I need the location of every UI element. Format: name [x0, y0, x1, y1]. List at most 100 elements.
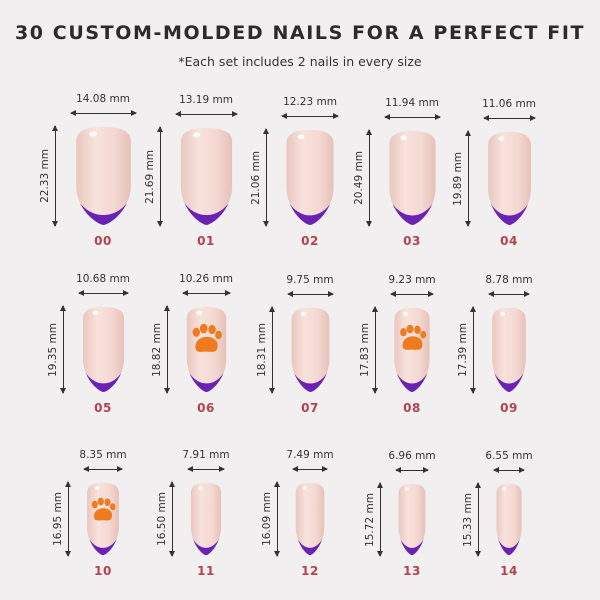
- width-dimension-arrow: [482, 115, 536, 129]
- width-dimension-arrow: [83, 466, 123, 480]
- width-dimension-arrow: [69, 110, 137, 124]
- width-measurement: 8.78 mm: [485, 274, 533, 286]
- size-number: 07: [301, 401, 319, 415]
- gloss-highlight: [297, 134, 305, 140]
- gloss-highlight: [399, 135, 407, 141]
- height-dimension-arrow: [475, 482, 481, 557]
- height-measurement: 22.33 mm: [38, 149, 51, 203]
- height-measurement: 18.31 mm: [255, 323, 268, 377]
- height-dimension-arrow: [263, 128, 269, 227]
- height-measurement: 15.72 mm: [364, 492, 376, 547]
- press-on-nail: [496, 483, 522, 556]
- press-on-nail: [82, 306, 124, 393]
- height-measurement: 18.82 mm: [150, 322, 163, 377]
- width-measurement: 13.19 mm: [179, 94, 233, 106]
- height-measurement: 16.95 mm: [52, 492, 64, 546]
- size-number: 06: [197, 401, 215, 415]
- width-measurement: 14.08 mm: [76, 93, 130, 105]
- press-on-nail: [180, 127, 232, 226]
- gloss-highlight: [300, 311, 306, 317]
- gloss-highlight: [497, 136, 504, 141]
- height-measurement: 21.69 mm: [143, 149, 156, 204]
- width-measurement: 11.94 mm: [385, 97, 439, 109]
- gloss-highlight: [500, 311, 505, 317]
- height-dimension-arrow: [377, 482, 383, 557]
- page-subtitle: *Each set includes 2 nails in every size: [178, 54, 422, 69]
- gloss-highlight: [402, 311, 408, 317]
- press-on-nail: [291, 307, 329, 393]
- width-measurement: 6.55 mm: [485, 450, 533, 462]
- width-measurement: 9.23 mm: [388, 274, 436, 286]
- size-number: 04: [500, 234, 518, 248]
- gloss-highlight: [88, 131, 97, 137]
- nail-base: [388, 130, 436, 226]
- width-dimension-arrow: [181, 290, 231, 304]
- height-dimension-arrow: [59, 305, 66, 394]
- width-dimension-arrow: [395, 467, 429, 481]
- size-number: 03: [403, 234, 421, 248]
- nail-base: [291, 307, 329, 393]
- height-measurement: 15.33 mm: [462, 492, 474, 547]
- press-on-nail: [398, 483, 426, 556]
- press-on-nail: [286, 129, 334, 226]
- size-number: 01: [197, 234, 215, 248]
- height-dimension-arrow: [365, 129, 372, 227]
- height-measurement: 17.39 mm: [457, 323, 469, 377]
- width-measurement: 11.06 mm: [482, 98, 536, 110]
- width-dimension-arrow: [286, 291, 334, 305]
- gloss-highlight: [94, 486, 100, 490]
- gloss-highlight: [92, 310, 99, 316]
- paw-print-icon: [192, 324, 222, 353]
- press-on-nail: [190, 482, 222, 556]
- width-measurement: 8.35 mm: [79, 449, 127, 461]
- size-number: 14: [500, 564, 518, 578]
- nail-base: [295, 482, 325, 556]
- size-number: 00: [94, 234, 112, 248]
- height-dimension-arrow: [51, 125, 58, 227]
- height-measurement: 20.49 mm: [352, 151, 365, 205]
- height-dimension-arrow: [169, 481, 175, 557]
- width-dimension-arrow: [390, 291, 434, 305]
- gloss-highlight: [198, 486, 203, 490]
- width-dimension-arrow: [488, 291, 530, 305]
- height-measurement: 16.09 mm: [261, 492, 273, 546]
- press-on-nail: [75, 127, 131, 225]
- nail-base: [286, 129, 334, 226]
- paw-print-icon: [399, 324, 426, 350]
- size-number: 02: [301, 234, 319, 248]
- width-dimension-arrow: [77, 290, 129, 304]
- height-dimension-arrow: [274, 481, 280, 557]
- gloss-highlight: [195, 310, 202, 316]
- nail-base: [492, 307, 526, 393]
- width-dimension-arrow: [281, 113, 339, 127]
- height-dimension-arrow: [163, 305, 170, 394]
- width-dimension-arrow: [493, 467, 525, 481]
- gloss-highlight: [404, 487, 409, 491]
- width-measurement: 10.68 mm: [76, 273, 130, 285]
- height-measurement: 19.89 mm: [451, 151, 464, 206]
- gloss-highlight: [302, 486, 307, 490]
- height-dimension-arrow: [156, 126, 163, 227]
- nail-base: [180, 127, 232, 226]
- height-measurement: 21.06 mm: [250, 150, 262, 205]
- page-title: 30 CUSTOM-MOLDED NAILS FOR A PERFECT FIT: [14, 22, 586, 44]
- height-dimension-arrow: [470, 306, 476, 394]
- width-measurement: 10.26 mm: [179, 273, 233, 285]
- nail-base: [487, 131, 531, 226]
- press-on-nail: [492, 307, 526, 393]
- width-dimension-arrow: [174, 111, 238, 125]
- height-dimension-arrow: [464, 130, 471, 227]
- width-measurement: 6.96 mm: [388, 450, 436, 462]
- size-number: 11: [197, 564, 215, 578]
- paw-print-icon: [91, 497, 116, 521]
- width-dimension-arrow: [292, 466, 328, 480]
- nail-base: [190, 482, 222, 556]
- size-number: 12: [301, 564, 319, 578]
- width-measurement: 7.91 mm: [182, 449, 230, 461]
- height-measurement: 17.83 mm: [359, 323, 371, 377]
- width-measurement: 7.49 mm: [286, 449, 334, 461]
- size-number: 13: [403, 564, 421, 578]
- height-dimension-arrow: [65, 481, 71, 557]
- size-number: 08: [403, 401, 421, 415]
- press-on-nail: [295, 482, 325, 556]
